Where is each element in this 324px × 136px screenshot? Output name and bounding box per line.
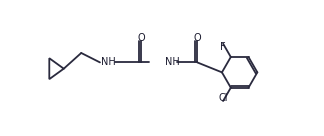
Text: NH: NH [101, 57, 116, 67]
Text: O: O [193, 33, 201, 43]
Text: NH: NH [165, 57, 180, 67]
Text: F: F [220, 42, 226, 52]
Text: Cl: Cl [218, 93, 228, 103]
Text: O: O [137, 33, 145, 43]
